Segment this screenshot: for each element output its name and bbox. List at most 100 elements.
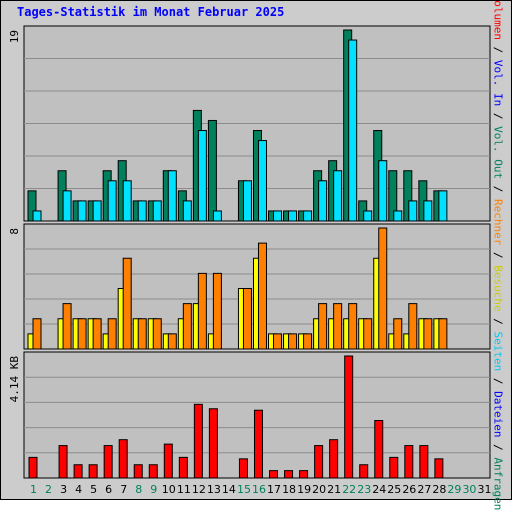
x-tick-label-day-9: 9 xyxy=(150,483,157,496)
legend-item-vol-out: Vol. Out xyxy=(491,126,505,180)
x-tick-label-day-15: 15 xyxy=(237,483,251,496)
x-tick-label-day-26: 26 xyxy=(402,483,416,496)
bar-volumen-day-13 xyxy=(208,408,218,479)
bar-volumen-day-6 xyxy=(103,445,113,479)
panel-3-ymax-label: 4.14 KB xyxy=(8,356,21,403)
x-tick-label-day-7: 7 xyxy=(120,483,127,496)
bar-volumen-day-7 xyxy=(118,439,128,479)
x-tick-label-day-8: 8 xyxy=(135,483,142,496)
bar-dateien-day-5 xyxy=(92,200,102,222)
x-tick-label-day-3: 3 xyxy=(60,483,67,496)
bar-volumen-day-24 xyxy=(374,420,384,479)
x-tick-label-day-31: 31 xyxy=(477,483,491,496)
legend-item-vol-in: Vol. In xyxy=(491,59,505,107)
bar-volumen-day-26 xyxy=(404,445,414,479)
bar-dateien-day-23 xyxy=(363,210,373,222)
bar-dateien-day-1 xyxy=(32,210,42,222)
bar-rechner-day-10 xyxy=(167,333,177,350)
legend-separator: / xyxy=(491,179,505,200)
bar-volumen-day-22 xyxy=(344,355,354,479)
bar-dateien-day-8 xyxy=(137,200,147,222)
bar-rechner-day-19 xyxy=(303,333,313,350)
bar-rechner-day-5 xyxy=(92,318,102,350)
bar-anfragen-day-25 xyxy=(388,170,398,222)
x-tick-label-day-29: 29 xyxy=(447,483,461,496)
bar-rechner-day-21 xyxy=(333,303,343,350)
chart-title: Tages-Statistik im Monat Februar 2025 xyxy=(17,5,285,19)
bar-dateien-day-19 xyxy=(303,210,313,222)
bar-rechner-day-15 xyxy=(242,288,252,350)
right-legend: Volumen / Vol. In / Vol. Out / Rechner /… xyxy=(486,0,510,510)
bar-volumen-day-23 xyxy=(359,464,369,479)
legend-item-rechner: Rechner xyxy=(491,199,505,246)
bar-dateien-day-9 xyxy=(152,200,162,222)
legend-item-seiten: Seiten xyxy=(491,331,505,372)
bar-dateien-day-20 xyxy=(318,180,328,222)
bar-dateien-day-10 xyxy=(167,170,177,222)
bar-volumen-day-20 xyxy=(314,445,324,479)
bar-dateien-day-26 xyxy=(408,200,418,222)
bar-rechner-day-4 xyxy=(77,318,87,350)
x-tick-label-day-27: 27 xyxy=(417,483,431,496)
legend-text: Volumen / Vol. In / Vol. Out / Rechner /… xyxy=(492,0,505,510)
bar-rechner-day-24 xyxy=(378,227,388,350)
legend-separator: / xyxy=(491,106,505,127)
bar-dateien-day-4 xyxy=(77,200,87,222)
bar-anfragen-day-13 xyxy=(207,119,217,222)
x-tick-label-day-16: 16 xyxy=(252,483,266,496)
bar-volumen-day-17 xyxy=(269,470,279,479)
bar-rechner-day-22 xyxy=(348,303,358,350)
bar-rechner-day-23 xyxy=(363,318,373,350)
bar-rechner-day-13 xyxy=(212,272,222,350)
bar-rechner-day-26 xyxy=(408,303,418,350)
bar-dateien-day-3 xyxy=(62,190,72,222)
x-tick-label-day-30: 30 xyxy=(462,483,476,496)
x-tick-label-day-25: 25 xyxy=(387,483,401,496)
bar-volumen-day-28 xyxy=(434,458,444,479)
x-tick-label-day-18: 18 xyxy=(282,483,296,496)
bar-rechner-day-1 xyxy=(32,318,42,350)
x-tick-label-day-2: 2 xyxy=(45,483,52,496)
x-tick-label-day-5: 5 xyxy=(90,483,97,496)
x-tick-label-day-11: 11 xyxy=(177,483,191,496)
bar-volumen-day-16 xyxy=(253,409,263,479)
bar-volumen-day-18 xyxy=(284,470,294,479)
bar-rechner-day-3 xyxy=(62,303,72,350)
bar-anfragen-day-1 xyxy=(27,190,37,222)
bar-rechner-day-11 xyxy=(182,303,192,350)
bar-volumen-day-21 xyxy=(329,439,339,479)
bar-dateien-day-25 xyxy=(393,210,403,222)
bar-dateien-day-11 xyxy=(182,200,192,222)
legend-separator: / xyxy=(491,245,505,266)
bar-volumen-day-12 xyxy=(193,403,203,479)
legend-separator: / xyxy=(491,371,505,392)
x-tick-label-day-23: 23 xyxy=(357,483,371,496)
panel-2-ymax-label: 8 xyxy=(8,228,21,235)
legend-item-volumen: Volumen xyxy=(491,0,505,41)
legend-separator: / xyxy=(491,40,505,60)
bar-volumen-day-8 xyxy=(133,464,143,479)
bar-dateien-day-24 xyxy=(378,160,388,222)
bar-dateien-day-12 xyxy=(197,130,207,222)
bar-dateien-day-18 xyxy=(288,210,298,222)
bar-dateien-day-17 xyxy=(273,210,283,222)
bar-volumen-day-27 xyxy=(419,445,429,479)
bar-rechner-day-17 xyxy=(273,333,283,350)
bar-rechner-day-12 xyxy=(197,272,207,350)
bar-rechner-day-27 xyxy=(423,318,433,350)
legend-item-anfragen: Anfragen xyxy=(491,457,505,510)
bar-rechner-day-18 xyxy=(288,333,298,350)
x-tick-label-day-20: 20 xyxy=(312,483,326,496)
bar-rechner-day-9 xyxy=(152,318,162,350)
x-tick-label-day-6: 6 xyxy=(105,483,112,496)
x-tick-label-day-13: 13 xyxy=(207,483,221,496)
bar-volumen-day-10 xyxy=(163,443,173,479)
x-tick-label-day-14: 14 xyxy=(222,483,236,496)
bar-volumen-day-9 xyxy=(148,464,158,479)
bar-rechner-day-16 xyxy=(257,242,267,350)
legend-item-besuche: Besuche xyxy=(491,265,505,312)
bar-dateien-day-7 xyxy=(122,180,132,222)
panel-1-ymax-label: 19 xyxy=(8,30,21,43)
bar-volumen-day-25 xyxy=(389,456,399,479)
